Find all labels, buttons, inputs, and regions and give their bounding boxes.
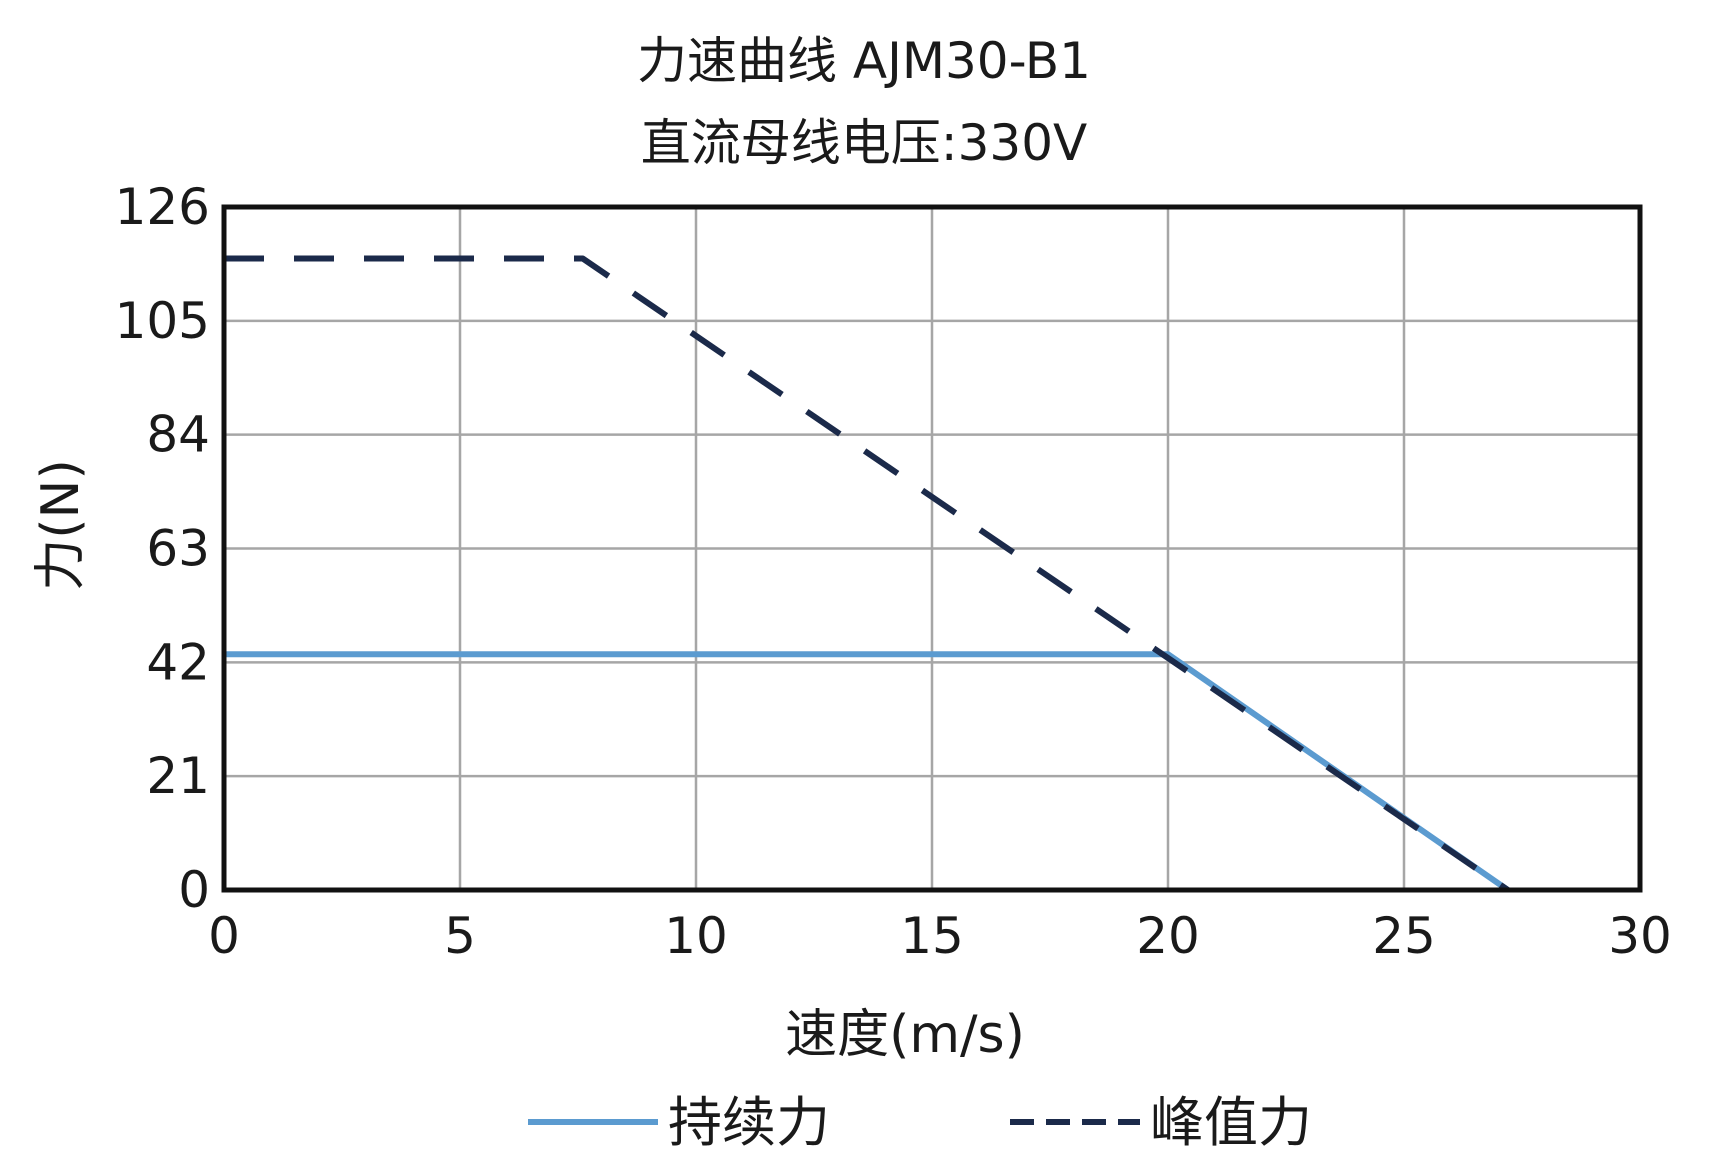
- y-axis-label: 力(N): [31, 459, 91, 590]
- chart-title: 力速曲线 AJM30-B1: [637, 32, 1091, 90]
- legend-label-1: 持续力: [668, 1091, 830, 1154]
- chart-subtitle: 直流母线电压:330V: [641, 114, 1087, 172]
- y-tick-label: 105: [115, 292, 210, 350]
- y-tick-label: 84: [146, 406, 210, 464]
- y-tick-label: 42: [146, 633, 210, 691]
- x-tick-label: 10: [664, 907, 728, 965]
- plot-frame: [221, 204, 1643, 893]
- x-tick-label: 30: [1608, 907, 1672, 965]
- x-tick-label: 25: [1372, 907, 1436, 965]
- legend-label-2: 峰值力: [1150, 1091, 1312, 1154]
- x-tick-label: 5: [444, 907, 476, 965]
- y-tick-label: 0: [178, 861, 210, 919]
- y-tick-label: 126: [115, 178, 210, 236]
- series-line-1: [224, 651, 1510, 893]
- series-lines: [224, 255, 1510, 893]
- x-tick-label: 15: [900, 907, 964, 965]
- y-tick-label: 21: [146, 747, 210, 805]
- x-tick-label: 0: [208, 907, 240, 965]
- x-tick-labels: 0 5 10 15 20 25 30: [208, 907, 1672, 965]
- grid-lines: [222, 205, 1642, 892]
- y-tick-labels: 0 21 42 63 84 105 126: [115, 178, 210, 919]
- y-tick-label: 63: [146, 520, 210, 578]
- legend: 持续力 峰值力: [528, 1091, 1312, 1154]
- series-line-2: [224, 255, 1510, 893]
- x-tick-label: 20: [1136, 907, 1200, 965]
- x-axis-label: 速度(m/s): [785, 1005, 1025, 1065]
